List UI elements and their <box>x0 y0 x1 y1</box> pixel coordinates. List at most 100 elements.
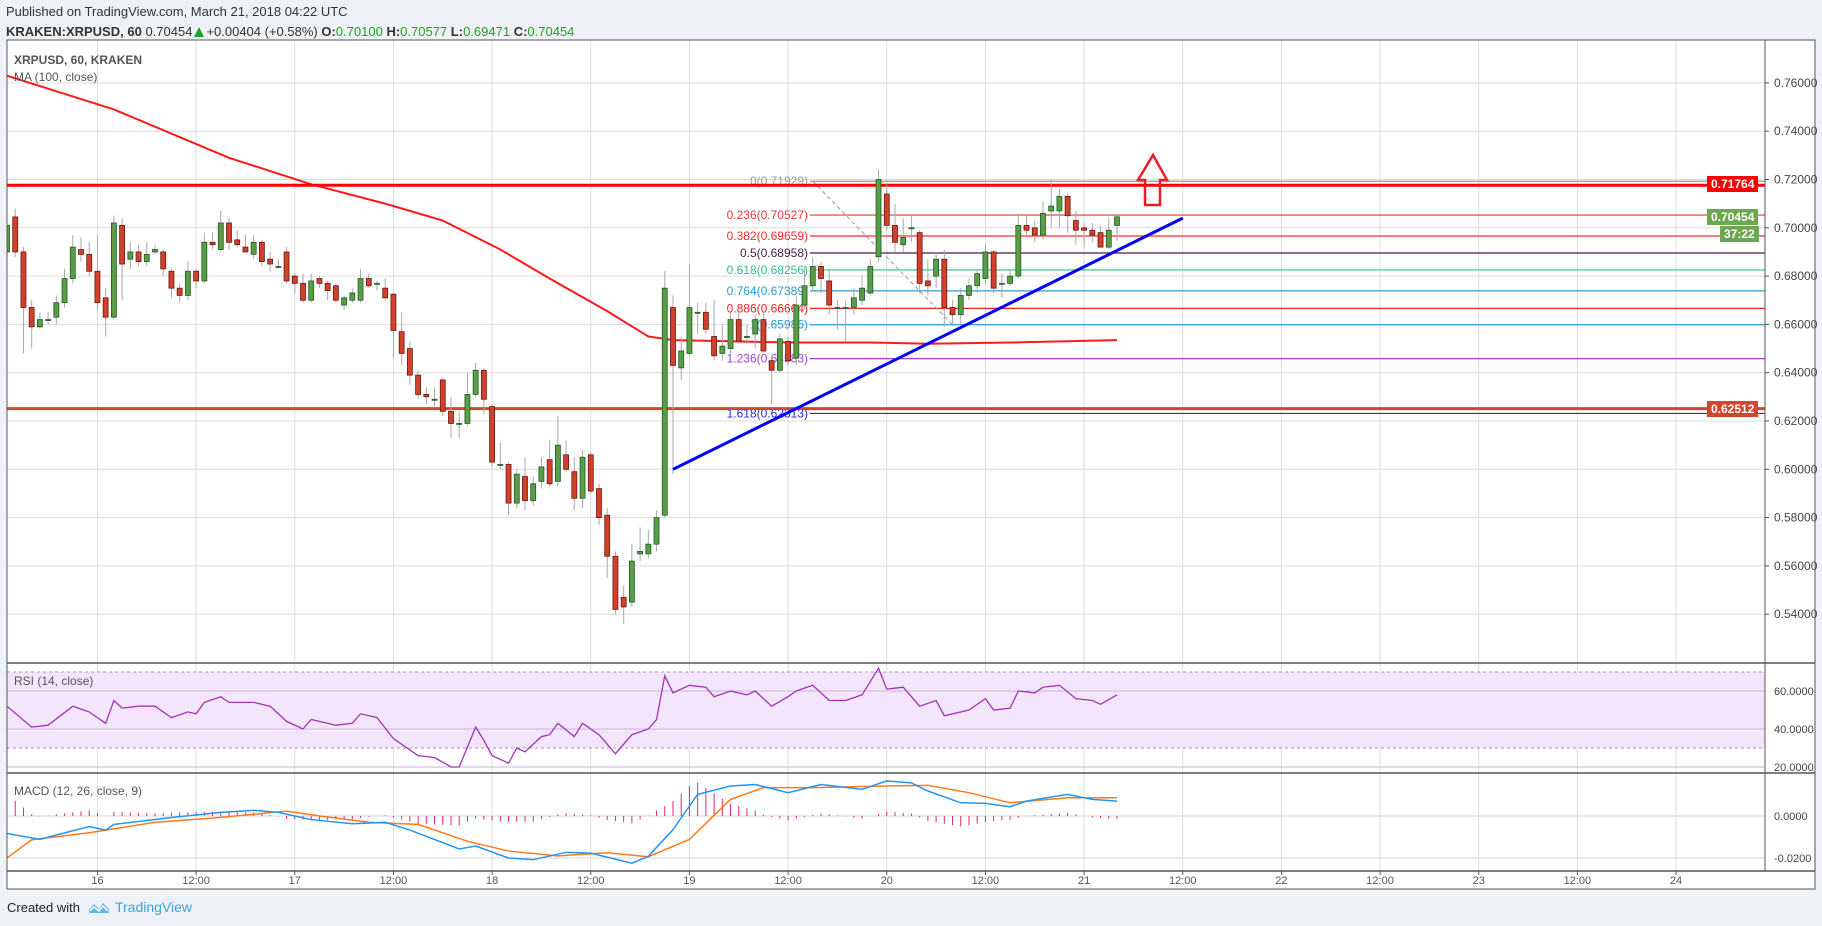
x-tick-label: 12:00 <box>1169 875 1197 887</box>
candle-up <box>850 297 857 308</box>
candle-down <box>670 307 676 366</box>
candle-up <box>776 338 783 371</box>
candle-down <box>209 241 216 246</box>
candle-down <box>735 319 742 342</box>
series-legend[interactable]: XRPUSD, 60, KRAKEN <box>14 53 143 67</box>
candle-up <box>637 551 643 555</box>
candle-up <box>1040 212 1046 236</box>
x-tick-label: 12:00 <box>577 875 605 887</box>
candle-down <box>522 476 528 502</box>
candle-down <box>1064 196 1071 217</box>
candle-up <box>184 270 191 296</box>
candle-up <box>875 179 882 258</box>
candle-down <box>160 251 167 270</box>
symbol-info-bar: KRAKEN:XRPUSD, 60 0.70454 +0.00404 (+0.58… <box>6 24 574 39</box>
y-tick-label: 0.64000 <box>1774 366 1818 380</box>
candle-up <box>628 560 635 603</box>
candle-down <box>448 410 454 424</box>
candle-up <box>61 278 68 304</box>
candle-up <box>809 266 816 287</box>
candle-down <box>892 224 898 243</box>
candle-up <box>867 266 874 294</box>
y-tick-label: 0.58000 <box>1774 511 1818 525</box>
candle-up <box>357 278 364 301</box>
ma100-line <box>7 74 1117 345</box>
tradingview-link[interactable]: TradingView <box>88 899 192 915</box>
candle-up <box>69 246 76 279</box>
low-value: 0.69471 <box>463 24 511 39</box>
fib-level-label: 0.5(0.68958) <box>740 246 808 260</box>
candle-up <box>998 282 1005 285</box>
candle-up <box>143 253 150 263</box>
candle-up <box>686 307 693 354</box>
high-label: H: <box>386 24 401 39</box>
tradingview-logo-icon <box>88 903 109 913</box>
y-tick-label: 0.70000 <box>1774 221 1818 235</box>
candle-down <box>316 278 323 284</box>
candle-up <box>744 336 750 338</box>
candle-up <box>554 444 561 482</box>
candle-up <box>966 285 972 296</box>
candle-down <box>135 251 142 263</box>
candle-down <box>390 293 397 331</box>
candle-down <box>768 360 775 371</box>
candle-up <box>110 222 117 318</box>
support-price-badge: 0.62512 <box>1707 401 1759 417</box>
candle-up <box>834 307 841 309</box>
candle-up <box>859 287 865 301</box>
ma-legend[interactable]: MA (100, close) <box>14 70 98 84</box>
created-with-label: Created with <box>7 899 80 915</box>
candle-up <box>645 543 652 555</box>
macd-tick-label: -0.0200 <box>1774 853 1811 865</box>
fib-level-label: 0.618(0.68256) <box>727 263 808 277</box>
candle-down <box>398 331 405 354</box>
candle-down <box>234 239 241 246</box>
candle-down <box>324 282 331 291</box>
published-caption: Published on TradingView.com, March 21, … <box>6 4 348 19</box>
candle-up <box>341 297 348 306</box>
candle-down <box>916 232 923 284</box>
y-tick-label: 0.54000 <box>1774 607 1818 621</box>
x-tick-label: 18 <box>486 875 498 887</box>
y-tick-label: 0.56000 <box>1774 559 1818 573</box>
y-tick-label: 0.68000 <box>1774 269 1818 283</box>
x-tick-label: 22 <box>1275 875 1287 887</box>
candle-down <box>604 514 611 557</box>
macd-signal-line <box>7 784 1117 859</box>
candle-down <box>489 406 495 463</box>
candle-down <box>102 297 109 318</box>
candle-down <box>78 249 84 255</box>
y-tick-label: 0.62000 <box>1774 414 1818 428</box>
x-tick-label: 12:00 <box>774 875 802 887</box>
candle-down <box>702 311 709 330</box>
candle-down <box>563 454 569 470</box>
x-tick-label: 12:00 <box>1366 875 1394 887</box>
main-pane: 0(0.71929)0.236(0.70527)0.382(0.69659)0.… <box>7 74 1765 624</box>
x-tick-label: 12:00 <box>1564 875 1592 887</box>
x-tick-label: 12:00 <box>972 875 1000 887</box>
x-tick-label: 20 <box>881 875 893 887</box>
candle-down <box>1023 224 1030 231</box>
candle-up <box>842 307 849 309</box>
last-price-badge: 0.70454 <box>1707 209 1759 225</box>
candle-up <box>908 227 915 230</box>
x-tick-label: 23 <box>1473 875 1485 887</box>
candle-down <box>86 253 93 272</box>
candle-up <box>719 345 726 354</box>
candle-up <box>1105 229 1112 248</box>
candle-down <box>20 251 27 308</box>
macd-legend[interactable]: MACD (12, 26, close, 9) <box>14 784 143 798</box>
candle-up <box>653 517 660 545</box>
candle-down <box>168 270 175 289</box>
candle-up <box>456 423 463 425</box>
rsi-pane <box>7 666 1765 768</box>
candle-down <box>596 488 602 518</box>
rsi-legend[interactable]: RSI (14, close) <box>14 674 94 688</box>
candle-down <box>785 340 791 362</box>
candle-down <box>439 379 446 412</box>
candle-up <box>374 282 380 285</box>
candle-up <box>933 258 939 277</box>
candle-up <box>694 311 701 314</box>
candle-down <box>267 258 274 265</box>
